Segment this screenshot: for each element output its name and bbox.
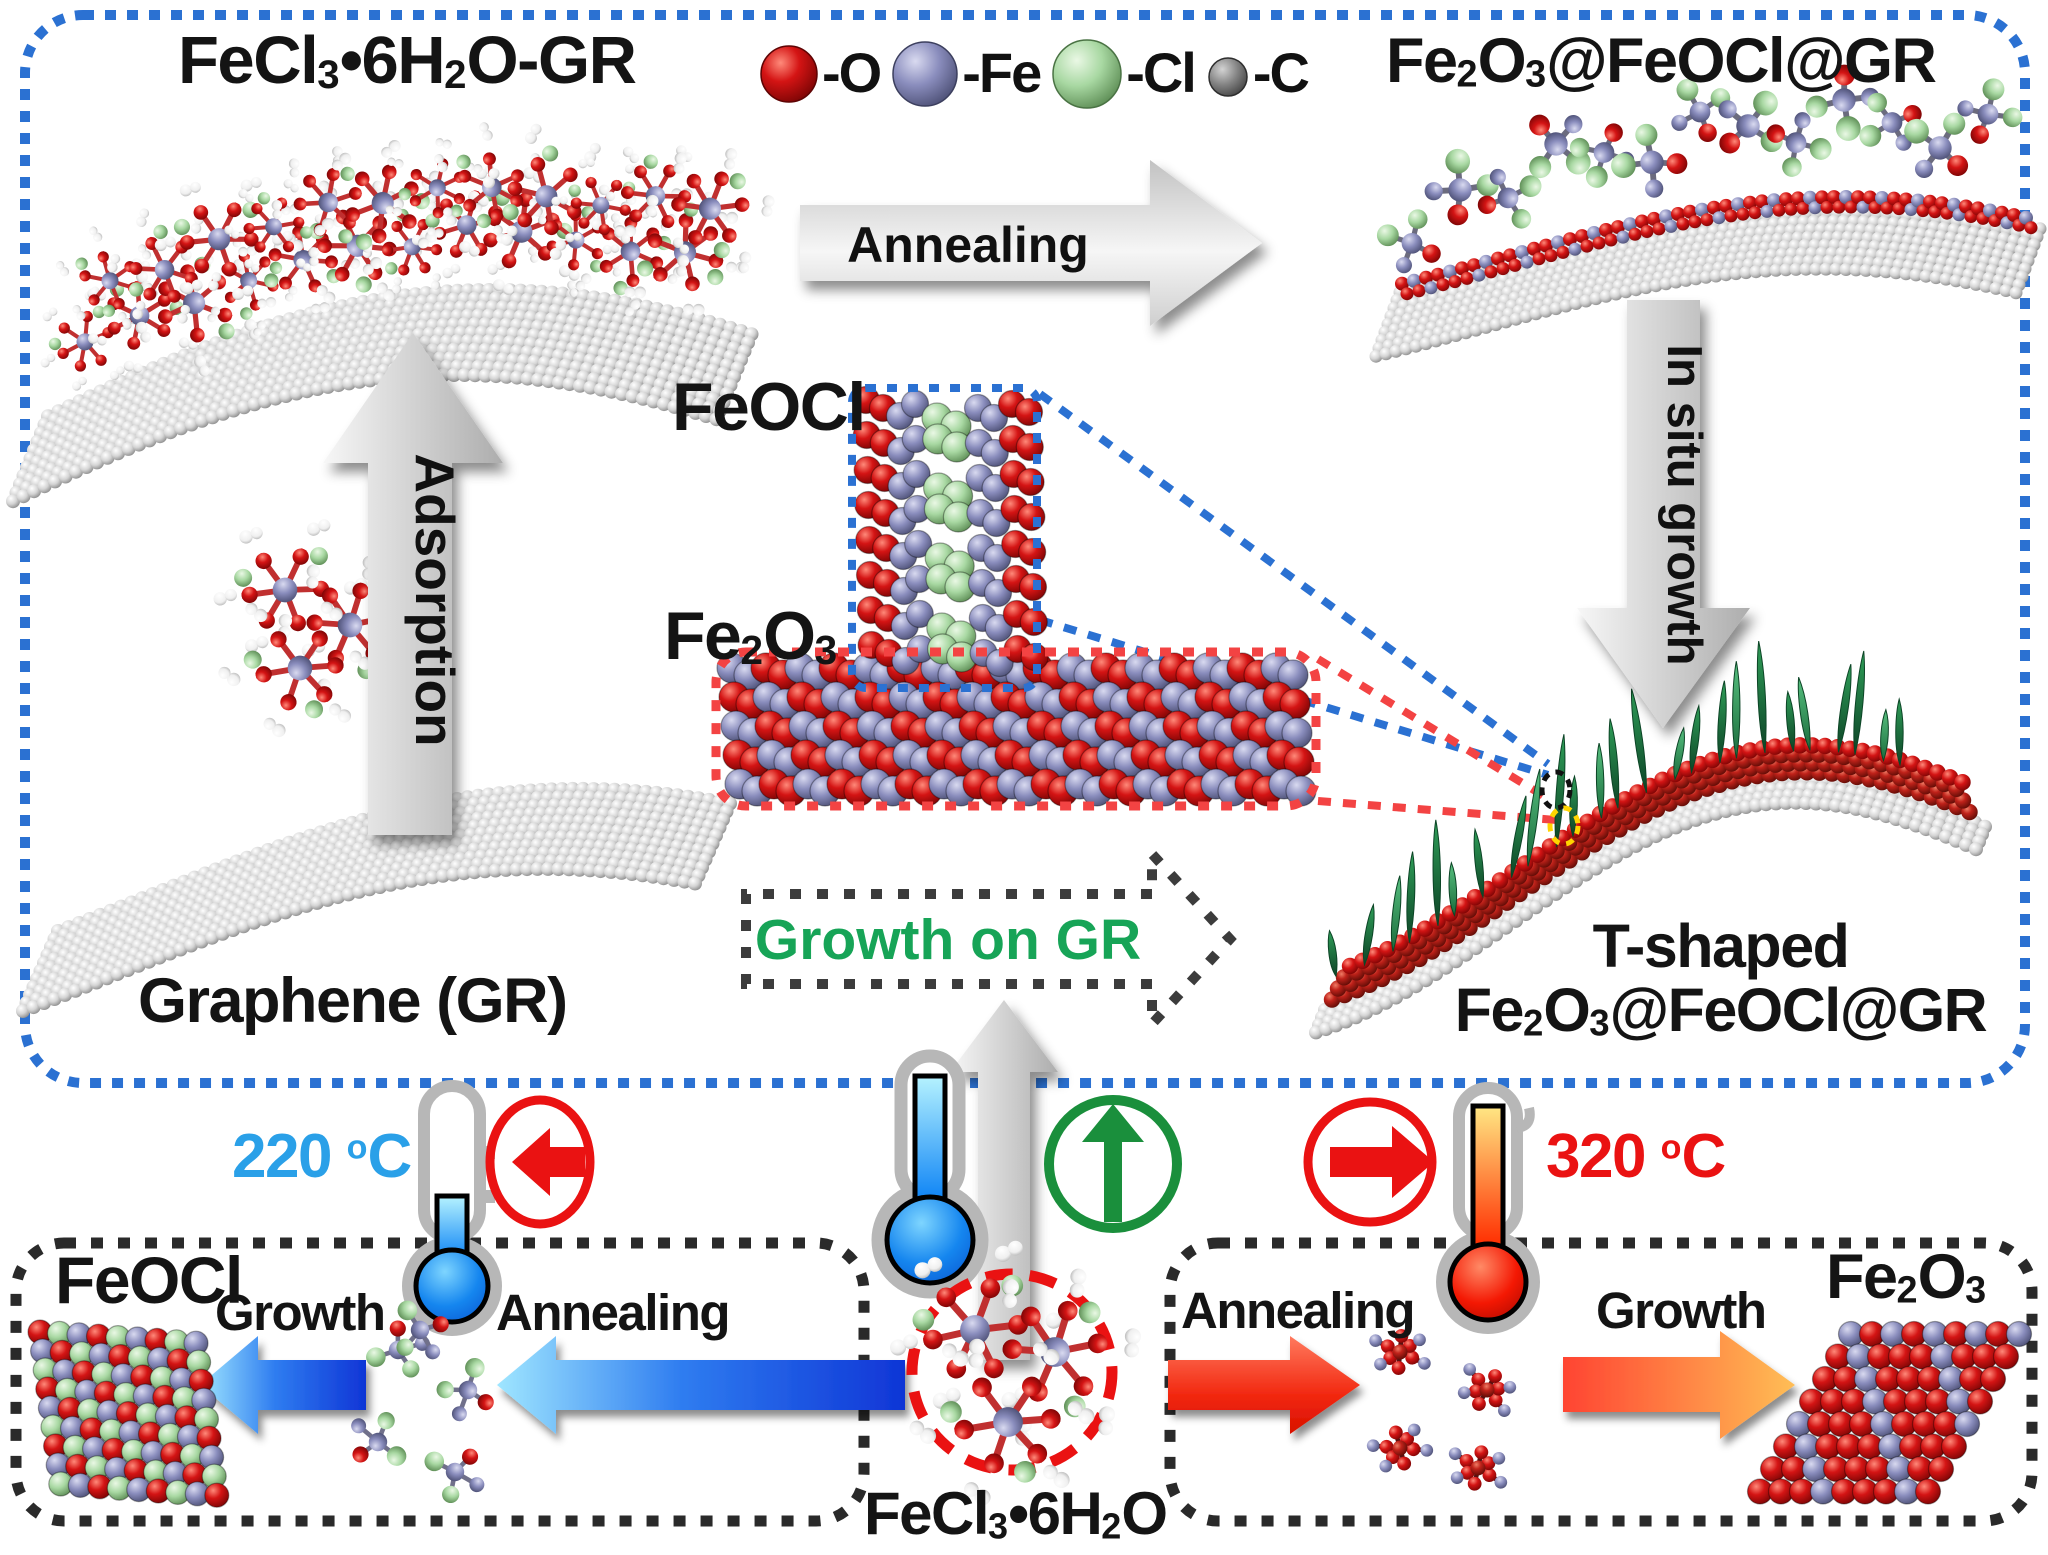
direction-left-icon: [485, 1095, 595, 1229]
yellow-dashed-highlight-icon: [1547, 805, 1581, 847]
adsorption-arrow: Adsorption: [323, 333, 503, 835]
label-temp-320: 320 oC: [1546, 1122, 1726, 1191]
in-situ-growth-arrow: In situ growth: [1577, 300, 1750, 728]
thermometer-hot-icon: [1436, 1082, 1540, 1334]
atom-legend: -O -Fe -Cl -C: [758, 34, 1310, 110]
center-up-arrow: [950, 1000, 1058, 1360]
annealing-arrow: Annealing: [800, 160, 1262, 326]
legend-item-o: -O: [758, 39, 882, 105]
black-dashed-highlight-icon: [1539, 769, 1573, 811]
label-t-shaped-product: T-shaped Fe2O3@FeOCl@GR: [1398, 914, 2043, 1043]
label-feocl-product: FeOCl: [55, 1243, 243, 1317]
label-temp-220: 220 oC: [232, 1122, 412, 1191]
label-fecl3-6h2o-precursor: FeCl3•6H2O: [864, 1480, 1168, 1547]
label-fe2o3-center: Fe2O3: [664, 598, 838, 674]
growth-arrow-left-blue: [200, 1336, 366, 1434]
growth-on-gr-arrow: Growth on GR: [741, 841, 1237, 1037]
legend-item-fe: -Fe: [890, 36, 1042, 108]
annealing-arrow-left-blue: [497, 1336, 905, 1434]
thermometer-cold-large-icon: [871, 1049, 989, 1299]
in-situ-growth-arrow-label: In situ growth: [1657, 344, 1711, 665]
legend-item-c: -C: [1205, 39, 1310, 105]
legend-label-fe: -Fe: [962, 40, 1042, 104]
legend-label-cl: -Cl: [1126, 40, 1197, 104]
label-graphene: Graphene (GR): [138, 966, 568, 1036]
direction-up-icon: [1044, 1095, 1182, 1233]
label-annealing-right: Annealing: [1181, 1282, 1416, 1339]
legend-item-cl: -Cl: [1050, 34, 1197, 110]
fe2o3-feocl-gr-illustration: [1369, 56, 2047, 363]
label-annealing-left: Annealing: [496, 1284, 731, 1341]
feocl-zoom-outline: [848, 384, 1041, 692]
growth-arrow-right-orange: [1563, 1331, 1795, 1439]
fe2o3-fragments-illustration: [1363, 1326, 1525, 1497]
label-t-shaped-line2: Fe2O3@FeOCl@GR: [1454, 976, 1988, 1045]
growth-site-highlight-circles: [1539, 769, 1581, 847]
oxygen-atom-icon: [760, 45, 818, 103]
t-shaped-product-illustration: [1309, 640, 1992, 1040]
title-fecl3-6h2o-gr: FeCl3•6H2O-GR: [178, 23, 637, 98]
graphene-sheet-illustration: [16, 781, 737, 1018]
legend-label-o: -O: [822, 40, 882, 104]
annealing-arrow-right-red: [1168, 1336, 1360, 1434]
adsorption-arrow-label: Adsorption: [404, 453, 466, 746]
label-growth-right: Growth: [1596, 1282, 1767, 1339]
thermometer-cold-small-icon: [402, 1080, 502, 1336]
label-feocl-center: FeOCl: [672, 369, 866, 445]
iron-atom-icon: [892, 41, 958, 107]
carbon-atom-icon: [1208, 57, 1248, 97]
label-t-shaped-line1: T-shaped: [1592, 912, 1850, 980]
fe2o3-zoom-outline: [711, 647, 1321, 811]
fecl3-6h2o-gr-illustration: [6, 105, 801, 509]
chlorine-atom-icon: [1052, 39, 1122, 109]
feocl-fe2o3-t-crystal: [716, 385, 1317, 807]
zoom-connector-lines: [1037, 390, 1557, 824]
legend-label-c: -C: [1252, 40, 1310, 104]
feocl-crystal-illustration: [27, 1319, 230, 1508]
fe2o3-crystal-illustration: [1746, 1320, 2033, 1505]
precursor-dashed-circle: [906, 1268, 1118, 1476]
title-fe2o3-feocl-gr: Fe2O3@FeOCl@GR: [1386, 26, 1937, 96]
label-fe2o3-product: Fe2O3: [1826, 1242, 1987, 1312]
growth-on-gr-label: Growth on GR: [755, 908, 1141, 972]
annealing-arrow-label: Annealing: [847, 217, 1089, 273]
blue-dashed-frame: [20, 10, 2030, 1088]
direction-right-icon: [1303, 1097, 1437, 1227]
label-growth-left: Growth: [215, 1284, 386, 1341]
